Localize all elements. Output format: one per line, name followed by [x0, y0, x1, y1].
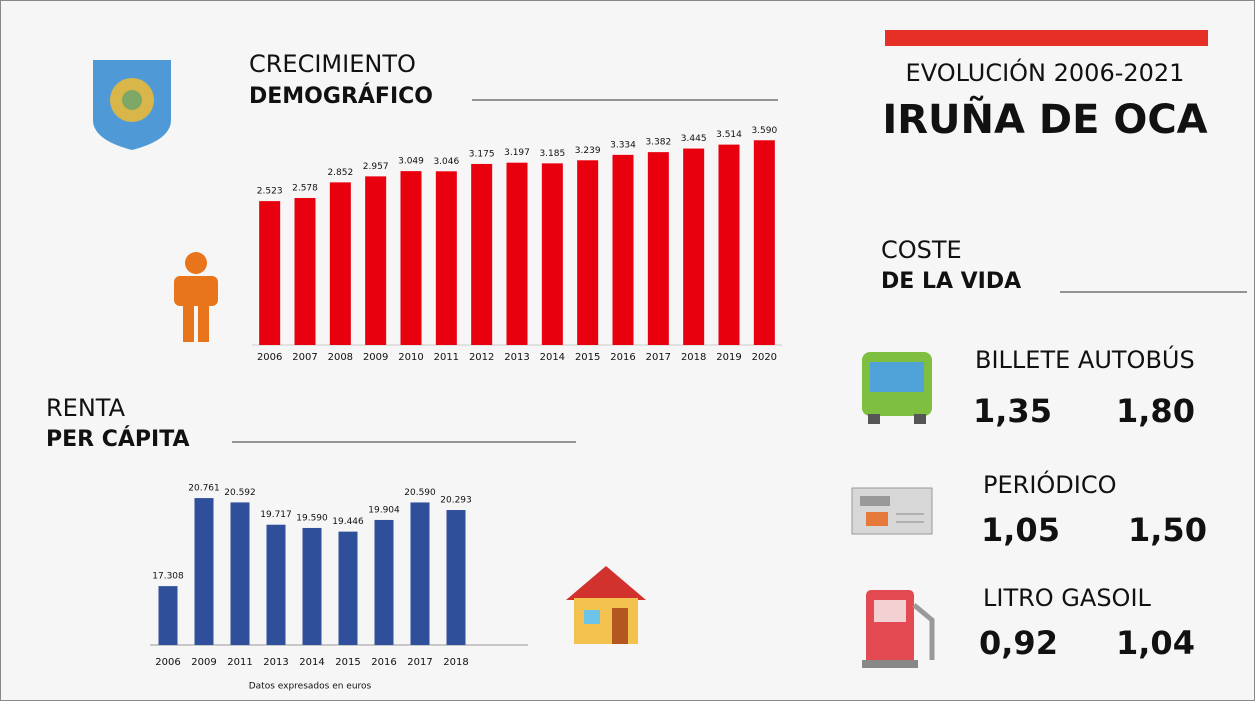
x-tick-label: 2010 — [398, 352, 423, 363]
value-label: 3.185 — [539, 149, 565, 159]
value-label: 2.523 — [257, 187, 283, 197]
newspaper-icon — [852, 488, 932, 534]
item-value: 0,92 — [979, 624, 1058, 662]
value-label: 20.293 — [440, 496, 472, 506]
bar — [231, 502, 250, 645]
bar — [195, 498, 214, 645]
bar — [542, 163, 563, 345]
x-tick-label: 2013 — [263, 657, 288, 668]
bar — [365, 176, 386, 345]
x-tick-label: 2006 — [257, 352, 282, 363]
bar — [411, 502, 430, 645]
value-label: 3.049 — [398, 157, 424, 167]
header-title: IRUÑA DE OCA — [882, 95, 1207, 143]
bar — [683, 149, 704, 345]
x-tick-label: 2008 — [328, 352, 353, 363]
x-tick-label: 2017 — [407, 657, 432, 668]
bar — [613, 155, 634, 345]
bar — [330, 182, 351, 345]
value-label: 3.175 — [469, 149, 495, 159]
item-label: BILLETE AUTOBÚS — [975, 344, 1195, 374]
item-value: 1,80 — [1116, 392, 1195, 430]
chart-subtitle: DEMOGRÁFICO — [249, 83, 433, 109]
item-label: LITRO GASOIL — [983, 584, 1152, 612]
bar — [648, 152, 669, 345]
item-value: 1,50 — [1128, 511, 1207, 549]
value-label: 20.590 — [404, 488, 436, 498]
chart-note: Datos expresados en euros — [249, 682, 372, 692]
bar — [754, 140, 775, 345]
item-value: 1,04 — [1116, 624, 1195, 662]
bar — [267, 525, 286, 645]
bus-icon — [862, 352, 932, 424]
x-tick-label: 2015 — [575, 352, 600, 363]
x-tick-label: 2018 — [443, 657, 468, 668]
value-label: 19.717 — [260, 510, 292, 520]
bar — [401, 171, 422, 345]
bar — [447, 510, 466, 645]
x-tick-label: 2013 — [504, 352, 529, 363]
header-bar — [885, 30, 1208, 46]
x-tick-label: 2011 — [227, 657, 252, 668]
value-label: 3.445 — [681, 134, 707, 144]
value-label: 3.382 — [645, 138, 671, 148]
bar — [295, 198, 316, 345]
x-tick-label: 2016 — [610, 352, 635, 363]
value-label: 3.239 — [575, 146, 601, 156]
value-label: 2.957 — [363, 162, 389, 172]
value-label: 3.590 — [751, 126, 777, 136]
value-label: 17.308 — [152, 572, 184, 582]
x-tick-label: 2009 — [191, 657, 216, 668]
bar — [259, 201, 280, 345]
chart-title: CRECIMIENTO — [249, 50, 416, 78]
value-label: 19.446 — [332, 517, 364, 527]
item-value: 1,05 — [981, 511, 1060, 549]
chart-title: RENTA — [46, 394, 126, 422]
infographic: EVOLUCIÓN 2006-2021 IRUÑA DE OCA CRECIMI… — [0, 0, 1255, 701]
coat-of-arms — [93, 60, 171, 150]
x-tick-label: 2017 — [646, 352, 671, 363]
bar — [303, 528, 322, 645]
bar — [507, 163, 528, 345]
header-subtitle: EVOLUCIÓN 2006-2021 — [906, 57, 1185, 87]
x-tick-label: 2012 — [469, 352, 494, 363]
value-label: 20.761 — [188, 484, 220, 494]
bar — [719, 145, 740, 345]
bar — [375, 520, 394, 645]
x-tick-label: 2019 — [716, 352, 741, 363]
section-subtitle: DE LA VIDA — [881, 269, 1021, 294]
x-tick-label: 2015 — [335, 657, 360, 668]
x-tick-label: 2018 — [681, 352, 706, 363]
value-label: 3.334 — [610, 140, 636, 150]
bar — [471, 164, 492, 345]
chart-subtitle: PER CÁPITA — [46, 426, 190, 452]
x-tick-label: 2011 — [434, 352, 459, 363]
value-label: 3.046 — [433, 157, 459, 167]
section-title: COSTE — [881, 236, 962, 264]
item-label: PERIÓDICO — [983, 469, 1117, 499]
x-tick-label: 2014 — [299, 657, 324, 668]
value-label: 20.592 — [224, 488, 256, 498]
value-label: 3.514 — [716, 130, 742, 140]
value-label: 3.197 — [504, 148, 530, 158]
x-tick-label: 2009 — [363, 352, 388, 363]
x-tick-label: 2020 — [752, 352, 777, 363]
bar — [339, 532, 358, 645]
item-value: 1,35 — [973, 392, 1052, 430]
bar — [577, 160, 598, 345]
value-label: 2.852 — [327, 168, 353, 178]
x-tick-label: 2007 — [292, 352, 317, 363]
value-label: 19.904 — [368, 505, 400, 515]
x-tick-label: 2016 — [371, 657, 396, 668]
value-label: 2.578 — [292, 183, 318, 193]
bar — [436, 171, 457, 345]
x-tick-label: 2006 — [155, 657, 180, 668]
bar — [159, 586, 178, 645]
value-label: 19.590 — [296, 513, 328, 523]
x-tick-label: 2014 — [540, 352, 565, 363]
